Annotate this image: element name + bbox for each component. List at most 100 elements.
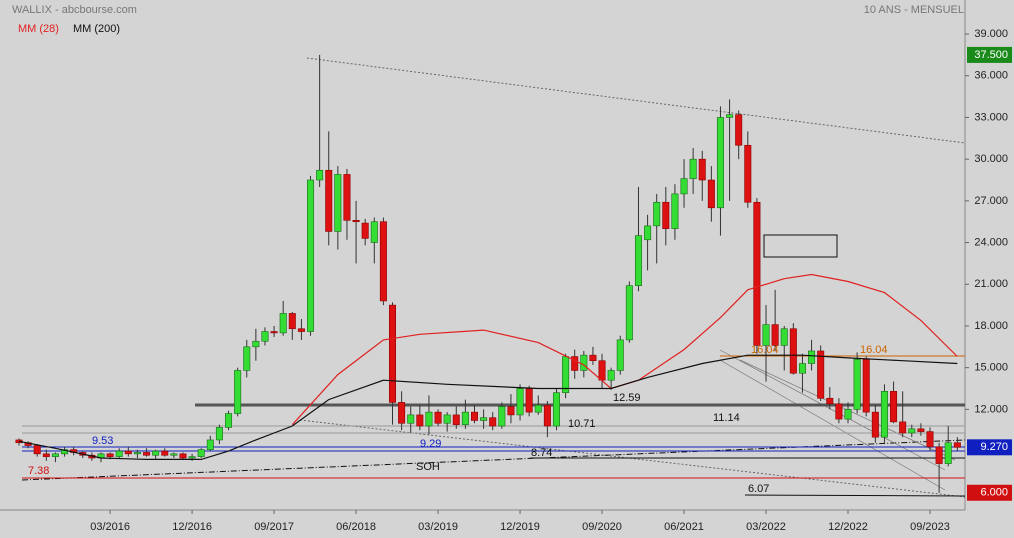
y-tick-label: 27.000: [974, 195, 1008, 207]
candle-body: [671, 193, 679, 229]
candle-body: [407, 414, 415, 424]
trendline: [299, 419, 966, 498]
annotation: 11.14: [713, 412, 740, 424]
y-tick-label: 33.000: [974, 111, 1008, 123]
price-marker: [967, 46, 1012, 63]
candle-body: [252, 340, 260, 348]
candle-body: [644, 225, 652, 241]
candle-body: [425, 411, 433, 427]
ma-line: [291, 273, 958, 426]
candle-body: [197, 449, 205, 457]
candle-body: [543, 404, 551, 427]
candle-body: [343, 174, 351, 221]
candle-body: [844, 409, 852, 420]
annotation: 16.04: [860, 344, 888, 356]
candle-body: [270, 331, 278, 334]
candle-body: [890, 390, 898, 423]
candle-body: [370, 221, 378, 243]
x-tick-label: 06/2021: [664, 521, 704, 533]
candle-body: [835, 403, 843, 420]
price-marker: [967, 484, 1012, 501]
x-tick-label: 09/2017: [254, 521, 294, 533]
candle-body: [416, 414, 424, 427]
candle-body: [534, 404, 542, 413]
annotation: SOH: [416, 461, 440, 473]
drawing-box: [763, 234, 838, 258]
level-line: [744, 494, 966, 497]
x-tick-label: 03/2019: [418, 521, 458, 533]
candle-body: [297, 328, 305, 332]
candle-body: [115, 450, 123, 457]
y-tick-label: 24.000: [974, 236, 1008, 248]
price-marker-label: 6.000: [980, 487, 1008, 499]
candle-body: [571, 356, 579, 371]
candle-body: [279, 313, 287, 334]
candle-body: [826, 397, 834, 405]
candle-body: [634, 235, 642, 286]
candle-body: [225, 413, 233, 428]
candle-body: [899, 421, 907, 434]
candle-body: [452, 414, 460, 425]
candle-body: [616, 339, 624, 371]
candle-body: [288, 313, 296, 330]
candle-body: [261, 331, 269, 342]
candle-body: [215, 427, 223, 441]
x-tick-label: 12/2022: [828, 521, 868, 533]
candle-body: [689, 158, 697, 179]
candle-body: [935, 446, 943, 464]
candle-body: [726, 114, 734, 118]
candle-body: [926, 431, 934, 448]
candle-body: [161, 450, 169, 456]
candle-body: [106, 453, 114, 457]
price-marker-label: 9.270: [980, 441, 1008, 453]
annotation: 9.29: [420, 438, 441, 450]
candle-body: [871, 411, 879, 438]
annotation: 7.38: [28, 465, 49, 477]
y-tick-label: 15.000: [974, 362, 1008, 374]
candle-body: [51, 453, 59, 457]
candle-body: [133, 452, 141, 455]
legend-entry: MM (28): [18, 23, 59, 35]
y-tick-label: 36.000: [974, 70, 1008, 82]
candle-body: [33, 445, 41, 455]
candle-body: [753, 201, 761, 346]
candle-body: [735, 114, 743, 146]
candle-body: [143, 452, 151, 456]
candle-body: [434, 411, 442, 424]
y-tick-label: 12.000: [974, 403, 1008, 415]
candle-body: [680, 178, 688, 195]
annotation: 8.74: [531, 447, 552, 459]
annotation: 16.04: [751, 344, 779, 356]
candle-body: [498, 406, 506, 427]
chart-subtitle: 10 ANS - MENSUEL: [864, 4, 964, 16]
candle-body: [188, 456, 196, 459]
annotation: 6.07: [748, 483, 769, 495]
candle-body: [607, 370, 615, 381]
candle-body: [625, 285, 633, 341]
candle-body: [152, 450, 160, 456]
candle-body: [944, 442, 952, 464]
candle-body: [817, 350, 825, 399]
y-tick-label: 39.000: [974, 28, 1008, 40]
candle-body: [707, 179, 715, 209]
candle-body: [880, 390, 888, 438]
x-tick-label: 09/2020: [582, 521, 622, 533]
candle-body: [698, 158, 706, 181]
candle-body: [42, 453, 50, 457]
candle-body: [352, 220, 360, 223]
x-tick-label: 12/2019: [500, 521, 540, 533]
annotation: 10.71: [568, 418, 596, 430]
candle-body: [525, 388, 533, 413]
candle-body: [808, 350, 816, 364]
candle-body: [334, 174, 342, 232]
candle-body: [744, 144, 752, 203]
candle-body: [361, 222, 369, 239]
y-tick-label: 18.000: [974, 320, 1008, 332]
candle-body: [234, 370, 242, 414]
x-tick-label: 03/2016: [90, 521, 130, 533]
candle-body: [316, 169, 324, 181]
x-tick-label: 06/2018: [336, 521, 376, 533]
candle-body: [653, 201, 661, 227]
